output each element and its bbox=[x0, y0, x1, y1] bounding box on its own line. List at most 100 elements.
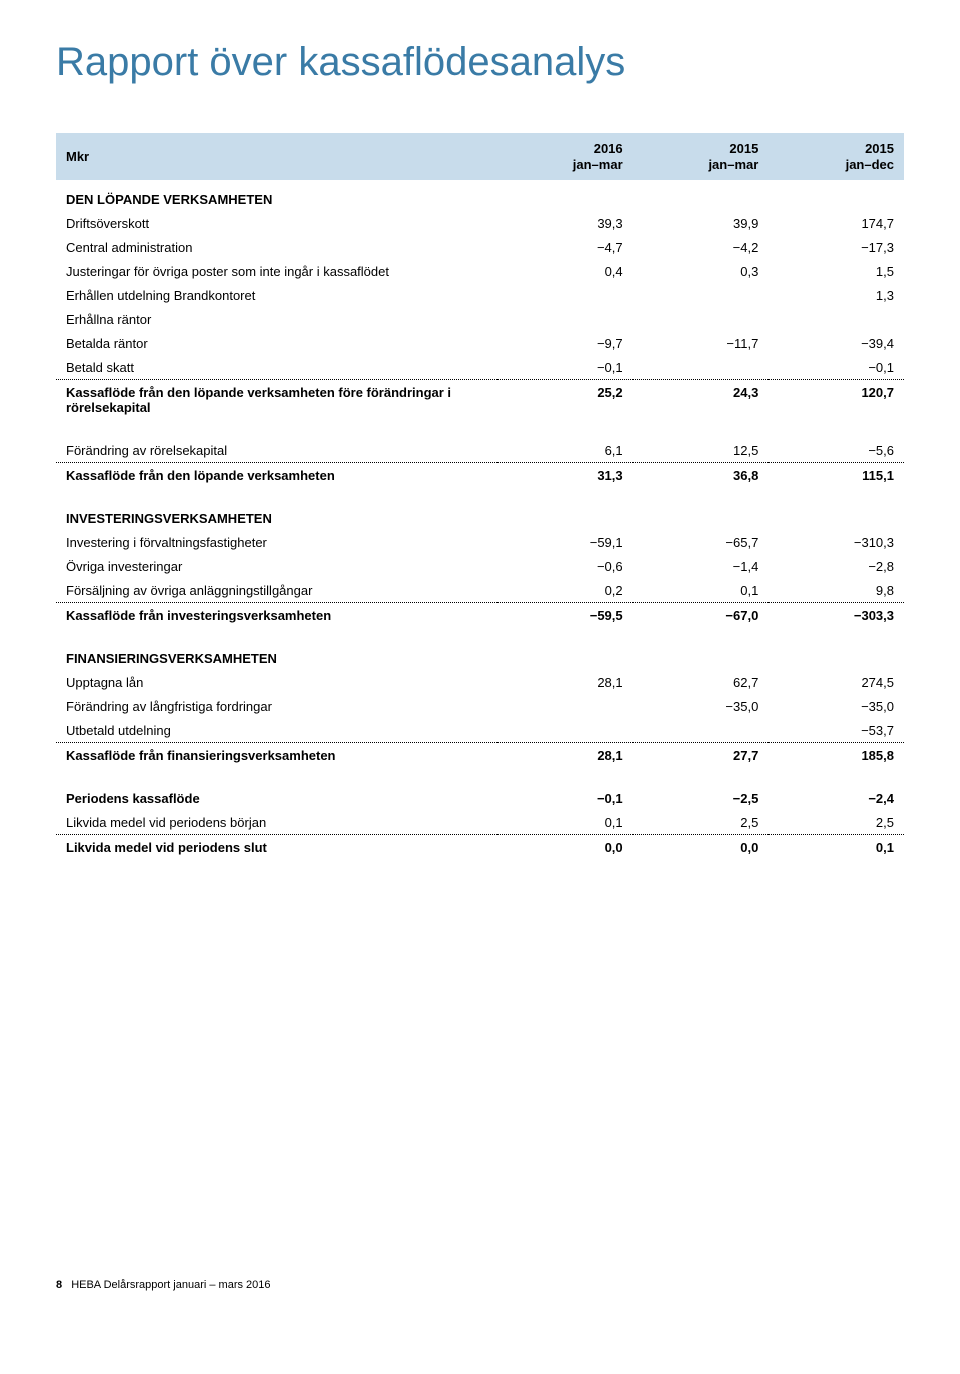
table-row: Övriga investeringar−0,6−1,4−2,8 bbox=[56, 554, 904, 578]
table-row: Kassaflöde från den löpande verksamheten… bbox=[56, 462, 904, 487]
row-label: Likvida medel vid periodens slut bbox=[56, 834, 497, 859]
row-label: Central administration bbox=[56, 235, 497, 259]
row-value: 39,3 bbox=[497, 211, 633, 235]
table-row: Investering i förvaltningsfastigheter−59… bbox=[56, 530, 904, 554]
row-label: Justeringar för övriga poster som inte i… bbox=[56, 259, 497, 283]
row-value: 27,7 bbox=[633, 742, 769, 767]
row-value: −5,6 bbox=[768, 419, 904, 463]
row-value: −39,4 bbox=[768, 331, 904, 355]
row-value bbox=[633, 355, 769, 380]
section-heading: DEN LÖPANDE VERKSAMHETEN bbox=[56, 180, 904, 211]
row-value: 1,5 bbox=[768, 259, 904, 283]
table-row: Central administration−4,7−4,2−17,3 bbox=[56, 235, 904, 259]
row-value: 0,2 bbox=[497, 578, 633, 603]
row-value bbox=[497, 283, 633, 307]
col-header-1: 2016jan–mar bbox=[497, 133, 633, 180]
table-row: Utbetald utdelning−53,7 bbox=[56, 718, 904, 743]
row-value: 2,5 bbox=[633, 810, 769, 835]
row-value: 36,8 bbox=[633, 462, 769, 487]
table-row: Likvida medel vid periodens början0,12,5… bbox=[56, 810, 904, 835]
row-label: Förändring av rörelsekapital bbox=[56, 419, 497, 463]
row-value: 62,7 bbox=[633, 670, 769, 694]
row-label: Kassaflöde från den löpande verksamheten… bbox=[56, 379, 497, 419]
row-value: 0,3 bbox=[633, 259, 769, 283]
row-value bbox=[633, 307, 769, 331]
footer-text: HEBA Delårsrapport januari – mars 2016 bbox=[71, 1279, 270, 1291]
table-row: Försäljning av övriga anläggningstillgån… bbox=[56, 578, 904, 603]
row-label: Övriga investeringar bbox=[56, 554, 497, 578]
row-value: 0,1 bbox=[497, 810, 633, 835]
row-label: Betalda räntor bbox=[56, 331, 497, 355]
table-row: Justeringar för övriga poster som inte i… bbox=[56, 259, 904, 283]
row-value: −0,1 bbox=[497, 767, 633, 810]
row-value: −53,7 bbox=[768, 718, 904, 743]
row-value: 0,0 bbox=[497, 834, 633, 859]
row-label: Periodens kassaflöde bbox=[56, 767, 497, 810]
row-label: Förändring av långfristiga fordringar bbox=[56, 694, 497, 718]
row-label: Kassaflöde från investeringsverksamheten bbox=[56, 602, 497, 627]
table-row: Kassaflöde från den löpande verksamheten… bbox=[56, 379, 904, 419]
row-value: 24,3 bbox=[633, 379, 769, 419]
row-value: −2,5 bbox=[633, 767, 769, 810]
row-value bbox=[633, 718, 769, 743]
row-value: 274,5 bbox=[768, 670, 904, 694]
row-label: Driftsöverskott bbox=[56, 211, 497, 235]
row-value: 6,1 bbox=[497, 419, 633, 463]
row-value: −67,0 bbox=[633, 602, 769, 627]
row-value: −9,7 bbox=[497, 331, 633, 355]
table-header: Mkr2016jan–mar2015jan–mar2015jan–dec bbox=[56, 133, 904, 180]
row-value: −310,3 bbox=[768, 530, 904, 554]
row-value: 0,0 bbox=[633, 834, 769, 859]
row-value: −0,1 bbox=[497, 355, 633, 380]
row-value: 31,3 bbox=[497, 462, 633, 487]
row-value: 39,9 bbox=[633, 211, 769, 235]
row-label: Likvida medel vid periodens början bbox=[56, 810, 497, 835]
table-row: Kassaflöde från finansieringsverksamhete… bbox=[56, 742, 904, 767]
row-value: 185,8 bbox=[768, 742, 904, 767]
row-label: Försäljning av övriga anläggningstillgån… bbox=[56, 578, 497, 603]
row-value: −4,7 bbox=[497, 235, 633, 259]
table-row: Förändring av långfristiga fordringar −35… bbox=[56, 694, 904, 718]
row-value: −65,7 bbox=[633, 530, 769, 554]
row-value: −59,5 bbox=[497, 602, 633, 627]
row-value bbox=[497, 694, 633, 718]
table-row: Likvida medel vid periodens slut0,00,00,… bbox=[56, 834, 904, 859]
row-value: −2,4 bbox=[768, 767, 904, 810]
cashflow-table: Mkr2016jan–mar2015jan–mar2015jan–dec DEN… bbox=[56, 133, 904, 859]
row-label: Erhållna räntor bbox=[56, 307, 497, 331]
row-value: 25,2 bbox=[497, 379, 633, 419]
row-value: 174,7 bbox=[768, 211, 904, 235]
row-label: Kassaflöde från finansieringsverksamhete… bbox=[56, 742, 497, 767]
page-number: 8 bbox=[56, 1279, 62, 1291]
row-value: 28,1 bbox=[497, 670, 633, 694]
table-row: Betald skatt−0,1−0,1 bbox=[56, 355, 904, 380]
page-title: Rapport över kassaflödesanalys bbox=[56, 40, 904, 85]
row-label: Erhållen utdelning Brandkontoret bbox=[56, 283, 497, 307]
table-row: Erhållen utdelning Brandkontoret1,3 bbox=[56, 283, 904, 307]
row-value: −59,1 bbox=[497, 530, 633, 554]
table-row: Förändring av rörelsekapital6,112,5−5,6 bbox=[56, 419, 904, 463]
table-row: Kassaflöde från investeringsverksamheten… bbox=[56, 602, 904, 627]
row-value: 115,1 bbox=[768, 462, 904, 487]
row-value: −11,7 bbox=[633, 331, 769, 355]
col-header-label: Mkr bbox=[56, 133, 497, 180]
row-value bbox=[633, 283, 769, 307]
row-value: 120,7 bbox=[768, 379, 904, 419]
row-value: −35,0 bbox=[768, 694, 904, 718]
row-value: −4,2 bbox=[633, 235, 769, 259]
row-value: 12,5 bbox=[633, 419, 769, 463]
row-value: −303,3 bbox=[768, 602, 904, 627]
row-value bbox=[497, 307, 633, 331]
row-value bbox=[768, 307, 904, 331]
section-heading: INVESTERINGSVERKSAMHETEN bbox=[56, 487, 904, 530]
row-value: −0,6 bbox=[497, 554, 633, 578]
table-row: Driftsöverskott39,339,9174,7 bbox=[56, 211, 904, 235]
row-value: 2,5 bbox=[768, 810, 904, 835]
row-value bbox=[497, 718, 633, 743]
section-heading: FINANSIERINGSVERKSAMHETEN bbox=[56, 627, 904, 670]
table-row: Betalda räntor−9,7−11,7−39,4 bbox=[56, 331, 904, 355]
row-label: Kassaflöde från den löpande verksamheten bbox=[56, 462, 497, 487]
row-value: 9,8 bbox=[768, 578, 904, 603]
row-label: Betald skatt bbox=[56, 355, 497, 380]
row-label: Upptagna lån bbox=[56, 670, 497, 694]
